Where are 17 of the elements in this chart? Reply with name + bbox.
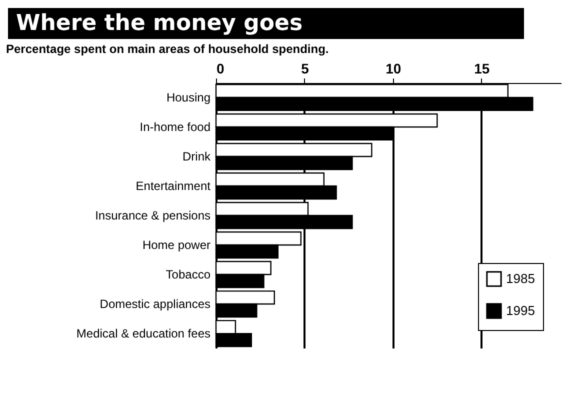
y-tick-label: Domestic appliances	[100, 297, 210, 312]
y-tick-label: Drink	[182, 149, 212, 164]
y-tick-label: Tobacco	[166, 268, 211, 282]
x-tick-label: 15	[474, 60, 490, 76]
legend-label: 1995	[506, 303, 535, 318]
legend-label: 1985	[506, 271, 535, 286]
y-tick-label: Medical & education fees	[76, 326, 210, 341]
chart-title: Where the money goes	[8, 8, 524, 39]
x-tick-label: 10	[386, 60, 402, 76]
x-tick-label: 5	[301, 60, 310, 76]
y-tick-label: Home power	[142, 238, 210, 252]
y-tick-label: Housing	[166, 90, 210, 104]
y-tick-label: In-home food	[140, 120, 210, 134]
x-tick-label: 0	[216, 60, 224, 76]
chart-subtitle: Percentage spent on main areas of household spending.	[6, 42, 329, 56]
y-tick-label: Insurance & pensions	[95, 208, 210, 222]
y-tick-label: Entertainment	[136, 178, 212, 193]
